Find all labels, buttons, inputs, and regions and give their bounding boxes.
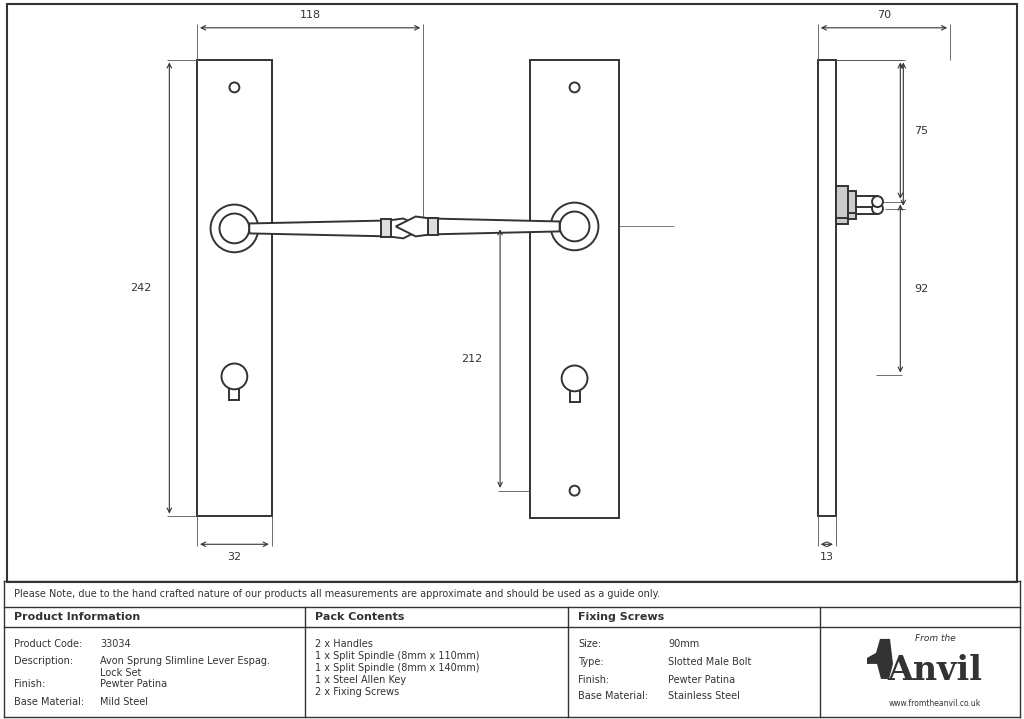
Bar [856, 196, 878, 206]
Polygon shape [430, 219, 560, 234]
Text: Pewter Patina: Pewter Patina [668, 675, 735, 685]
Text: 13: 13 [820, 552, 834, 562]
Text: 75: 75 [918, 129, 932, 139]
Bar [381, 219, 391, 237]
Circle shape [872, 196, 883, 207]
Text: Please Note, due to the hand crafted nature of our products all measurements are: Please Note, due to the hand crafted nat… [14, 589, 660, 599]
Bar [228, 222, 241, 234]
Text: www.fromtheanvil.co.uk: www.fromtheanvil.co.uk [889, 699, 981, 708]
Circle shape [221, 364, 248, 389]
Text: Base Material:: Base Material: [578, 691, 648, 701]
Text: 70: 70 [877, 10, 891, 20]
Text: Pack Contents: Pack Contents [315, 612, 404, 622]
Bar [836, 193, 848, 224]
Bar [198, 60, 271, 516]
Text: 92: 92 [914, 283, 929, 293]
Circle shape [229, 83, 240, 92]
Bar [569, 367, 580, 402]
Text: 1 x Split Spindle (8mm x 140mm): 1 x Split Spindle (8mm x 140mm) [315, 663, 479, 673]
Text: 242: 242 [130, 283, 152, 293]
Bar [529, 60, 620, 518]
Text: Product Code:: Product Code: [14, 639, 82, 649]
Text: 32: 32 [227, 552, 242, 562]
Text: Anvil: Anvil [888, 654, 982, 687]
Bar [836, 186, 848, 218]
Circle shape [560, 211, 590, 242]
Text: 2 x Fixing Screws: 2 x Fixing Screws [315, 687, 399, 697]
Bar [848, 198, 856, 219]
Circle shape [219, 214, 249, 243]
Circle shape [569, 485, 580, 495]
Text: 2 x Handles: 2 x Handles [315, 639, 373, 649]
Text: 1 x Steel Allen Key: 1 x Steel Allen Key [315, 675, 407, 685]
Text: Size:: Size: [578, 639, 601, 649]
Bar [848, 191, 856, 213]
Polygon shape [388, 219, 423, 239]
Text: Stainless Steel: Stainless Steel [668, 691, 740, 701]
Text: Type:: Type: [578, 657, 603, 667]
Text: 90mm: 90mm [668, 639, 699, 649]
Text: Finish:: Finish: [578, 675, 609, 685]
Circle shape [211, 205, 258, 252]
Bar [818, 60, 836, 516]
Text: 33034: 33034 [100, 639, 131, 649]
Text: Pewter Patina: Pewter Patina [100, 679, 167, 689]
Polygon shape [867, 639, 893, 679]
Bar [229, 365, 240, 400]
Text: 118: 118 [300, 10, 321, 20]
Text: 1 x Split Spindle (8mm x 110mm): 1 x Split Spindle (8mm x 110mm) [315, 651, 479, 661]
Text: Lock Set: Lock Set [100, 668, 141, 678]
Text: 212: 212 [461, 354, 482, 364]
Polygon shape [249, 221, 388, 237]
Bar [856, 203, 878, 214]
Text: From the: From the [914, 634, 955, 643]
Circle shape [872, 203, 883, 214]
Text: Fixing Screws: Fixing Screws [578, 612, 665, 622]
Bar [428, 218, 437, 235]
Text: Description:: Description: [14, 656, 73, 666]
Text: Avon Sprung Slimline Lever Espag.: Avon Sprung Slimline Lever Espag. [100, 656, 270, 666]
Circle shape [561, 365, 588, 391]
Text: Base Material:: Base Material: [14, 697, 84, 707]
Circle shape [551, 203, 598, 250]
Bar [568, 221, 581, 232]
Polygon shape [396, 216, 430, 237]
Text: Finish:: Finish: [14, 679, 45, 689]
Text: Product Information: Product Information [14, 612, 140, 622]
Text: Slotted Male Bolt: Slotted Male Bolt [668, 657, 752, 667]
Text: 75: 75 [914, 126, 929, 136]
Circle shape [569, 83, 580, 92]
Text: Mild Steel: Mild Steel [100, 697, 148, 707]
